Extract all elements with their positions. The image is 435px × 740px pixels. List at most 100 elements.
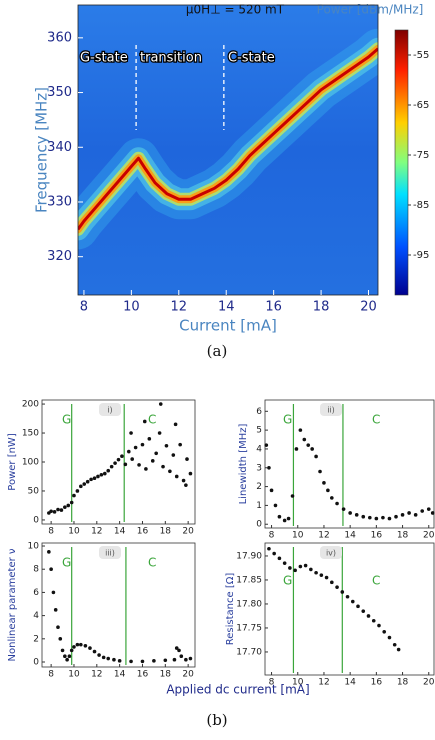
data-point: [335, 501, 339, 506]
panel-label-box: [320, 403, 342, 416]
data-point: [168, 469, 172, 474]
data-point: [348, 511, 352, 515]
data-point: [58, 637, 63, 641]
y-tick-label: 2: [33, 634, 39, 644]
data-point: [368, 515, 372, 520]
data-point: [387, 635, 392, 640]
data-point: [56, 625, 60, 630]
y-tick-label: 320: [47, 249, 72, 264]
data-point: [413, 513, 418, 517]
plot-frame: [41, 399, 196, 525]
data-point: [177, 648, 181, 653]
data-point: [116, 457, 121, 462]
data-point: [382, 630, 387, 634]
data-point: [366, 614, 371, 618]
panel-label: iv): [326, 549, 336, 558]
data-point: [79, 484, 83, 489]
y-tick-label: 17.85: [236, 575, 262, 585]
data-point: [273, 503, 278, 508]
data-point: [157, 431, 162, 435]
data-point: [67, 654, 72, 659]
x-tick-label: 18: [397, 678, 409, 688]
data-point: [426, 507, 431, 511]
heatmap-plot: [78, 28, 378, 250]
y-axis-label: Nonlinear parameter ν: [7, 548, 18, 661]
data-point: [72, 645, 76, 649]
data-point: [88, 646, 92, 650]
data-point: [130, 457, 135, 461]
y-tick-label: 17.80: [236, 599, 262, 609]
data-point: [330, 580, 334, 585]
data-point: [371, 618, 376, 623]
x-tick-label: 10: [68, 670, 80, 680]
x-axis-label: Applied dc current [mA]: [166, 683, 309, 697]
colorbar-tick-label: -65: [413, 100, 429, 111]
data-point: [309, 567, 313, 572]
data-point: [340, 590, 345, 594]
x-tick-label: 20: [182, 527, 194, 537]
data-point: [430, 511, 435, 515]
y-tick-label: 360: [47, 30, 72, 45]
data-point: [396, 647, 401, 652]
data-point: [185, 457, 189, 461]
data-point: [298, 428, 303, 432]
data-point: [290, 494, 295, 498]
state-label: G: [283, 574, 292, 588]
x-tick-label: 12: [171, 300, 188, 315]
state-label: G: [62, 413, 71, 427]
x-tick-label: 12: [318, 678, 329, 688]
data-point: [188, 471, 193, 476]
data-point: [102, 471, 107, 476]
data-point: [400, 513, 405, 517]
data-point: [354, 513, 359, 517]
x-tick-label: 8: [48, 527, 54, 537]
x-tick-label: 20: [360, 300, 377, 315]
data-point: [65, 657, 69, 662]
state-label: G-state: [80, 51, 128, 66]
data-point: [293, 568, 297, 573]
data-point: [277, 556, 282, 561]
data-point: [49, 509, 53, 514]
data-point: [319, 573, 324, 577]
data-point: [172, 657, 177, 662]
x-tick-label: 20: [423, 531, 435, 541]
x-tick-label: 16: [371, 531, 383, 541]
caption: (b): [206, 711, 227, 729]
x-tick-label: 14: [344, 678, 356, 688]
data-point: [150, 459, 155, 463]
x-tick-label: 18: [397, 531, 409, 541]
y-axis-label: Linewidth [MHz]: [238, 424, 249, 505]
y-tick-label: 340: [47, 140, 72, 155]
data-point: [298, 564, 303, 569]
data-point: [350, 599, 355, 604]
state-label: C-state: [228, 51, 275, 66]
y-tick-label: 0: [33, 515, 39, 525]
data-point: [345, 594, 350, 599]
data-point: [106, 468, 111, 473]
data-point: [79, 642, 83, 647]
data-point: [318, 469, 322, 474]
y-axis-label: Resistance [Ω]: [225, 573, 236, 646]
data-point: [97, 653, 101, 657]
state-label: G: [283, 413, 292, 427]
x-tick-label: 14: [218, 300, 235, 315]
data-point: [267, 546, 271, 551]
data-point: [356, 604, 360, 609]
data-point: [288, 566, 292, 570]
data-point: [85, 479, 90, 484]
data-point: [47, 550, 51, 554]
data-point: [66, 503, 71, 508]
panel-label-box: [320, 546, 342, 559]
y-tick-label: 4: [33, 611, 39, 621]
y-tick-label: 17.70: [236, 647, 262, 657]
data-point: [272, 551, 276, 556]
colorbar-tick-label: -85: [413, 200, 429, 211]
x-tick-label: 10: [68, 527, 80, 537]
heatmap-background: [78, 5, 378, 295]
y-tick-label: 17.75: [236, 623, 262, 633]
state-label: C: [148, 556, 156, 570]
x-tick-label: 12: [91, 527, 102, 537]
colorbar-tick-label: -95: [413, 250, 429, 261]
data-point: [51, 590, 56, 595]
